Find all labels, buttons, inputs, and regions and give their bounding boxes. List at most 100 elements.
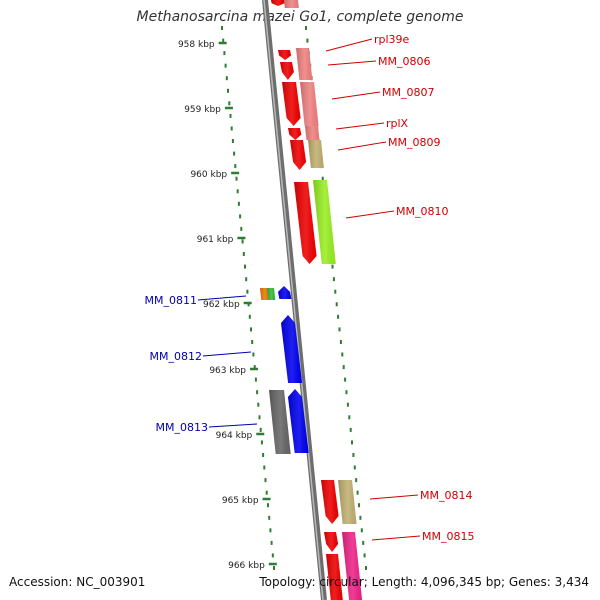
inner-ruler-dot [254,377,257,382]
inner-ruler-dot [222,38,225,43]
gene-arrow [288,389,309,453]
gene-arrow [294,182,317,264]
gene-block [342,532,363,600]
inner-ruler-dot [247,302,250,307]
gene-block [338,480,357,524]
outer-ruler-dot [341,352,344,357]
outer-ruler-dot [345,390,348,395]
gene-block [308,140,324,168]
outer-ruler-dot [365,566,367,570]
ruler-label: 961 kbp [197,235,234,245]
leader-line [202,351,252,357]
feature-label-right[interactable]: MM_0815 [422,530,474,543]
gene-features [260,0,363,600]
leader-line [335,122,385,130]
inner-ruler-dot [227,88,229,93]
inner-ruler-dot [273,566,275,570]
ruler-label: 960 kbp [190,170,227,180]
outer-ruler-dot [338,327,341,332]
feature-label-right[interactable]: MM_0807 [382,86,434,99]
inner-ruler-dot [235,176,238,181]
gene-block [284,0,299,8]
gene-block [326,554,343,600]
gene-block [260,288,270,300]
feature-label-right[interactable]: rpl39e [374,33,410,46]
map-title: Methanosarcina mazei Go1, complete genom… [136,9,464,25]
outer-ruler-dot [360,528,363,533]
inner-ruler-dot [252,352,255,357]
inner-ruler-dot [245,277,248,282]
inner-ruler-dot [265,490,268,495]
outer-ruler-dot [332,277,335,282]
outer-ruler-dot [363,553,366,558]
gene-block [296,48,313,80]
inner-ruler-dot [223,51,226,56]
gene-block [313,180,336,264]
feature-labels: rpl39e MM_0806 MM_0807 rplX MM_0809 MM_0810 MM… [145,33,475,543]
leader-line [371,535,421,541]
gene-block [269,390,291,454]
feature-label-left[interactable]: MM_0812 [150,350,202,363]
inner-ruler-dot [239,214,242,219]
inner-ruler-dot [240,226,243,231]
gene-block [305,126,320,140]
inner-ruler-dot [251,340,254,344]
outer-ruler-dot [358,503,360,508]
inner-ruler-dot [234,164,237,169]
leader-line [208,423,258,428]
backbone-highlight [263,0,324,600]
gene-arrow [278,286,292,299]
feature-label-right[interactable]: MM_0809 [388,136,440,149]
inner-ruler-dot [241,239,244,244]
inner-ruler-dot [237,201,240,206]
inner-ruler-dot [231,139,234,143]
inner-ruler-dot [258,415,261,420]
inner-ruler-dot [263,465,266,470]
leader-line [331,91,381,100]
inner-ruler-dot [260,440,263,445]
inner-ruler-dot [221,26,223,30]
leader-line [327,60,377,66]
feature-label-left[interactable]: MM_0811 [145,294,197,307]
leader-line [369,494,419,500]
leader-line [345,210,395,219]
inner-ruler-dot [256,390,259,395]
feature-label-right[interactable]: MM_0814 [420,489,472,502]
outer-ruler-dot [348,415,351,420]
inner-ruler-dot [242,252,245,256]
outer-ruler-dot [353,465,356,470]
leader-line [337,141,387,151]
genome-summary-text: Topology: circular; Length: 4,096,345 bp… [259,575,589,589]
inner-ruler-dot [267,503,269,508]
outer-ruler-dot [349,427,352,432]
inner-ruler-dot [270,540,273,545]
gene-arrow [288,128,302,140]
inner-ruler-dot [253,365,256,370]
ruler-label: 966 kbp [228,561,265,571]
inner-ruler-dot [244,264,246,269]
inner-ruler-dot [233,151,236,156]
feature-label-right[interactable]: MM_0810 [396,205,448,218]
outer-ruler-dot [335,302,338,307]
outer-ruler-dot [321,176,324,181]
feature-label-right[interactable]: rplX [386,117,409,130]
gene-block [267,288,276,300]
inner-ruler-dot [236,189,239,194]
inner-ruler-dot [224,63,227,68]
gene-arrow [321,480,339,524]
ruler-label: 965 kbp [222,496,259,506]
ruler-ticks: 958 kbp 959 kbp 960 kbp 961 kbp 962 kbp 963 k… [178,26,367,571]
backbone [262,0,327,600]
feature-label-right[interactable]: MM_0806 [378,55,430,68]
outer-ruler-dot [305,26,307,30]
gene-block [300,82,319,126]
gene-arrow [324,532,339,552]
feature-label-left[interactable]: MM_0813 [156,421,208,434]
gene-arrow [271,0,285,6]
leader-line [325,38,373,52]
outer-ruler-dot [346,402,349,407]
inner-ruler-dot [259,427,262,432]
inner-ruler-dot [262,453,265,457]
ruler-label: 959 kbp [184,105,221,115]
